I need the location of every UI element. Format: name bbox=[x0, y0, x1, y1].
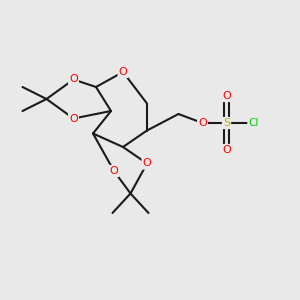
Text: Cl: Cl bbox=[248, 118, 259, 128]
Text: O: O bbox=[69, 74, 78, 85]
Text: O: O bbox=[222, 91, 231, 101]
Text: O: O bbox=[142, 158, 152, 169]
Text: O: O bbox=[198, 118, 207, 128]
Text: O: O bbox=[222, 145, 231, 155]
Text: O: O bbox=[110, 166, 118, 176]
Text: O: O bbox=[118, 67, 127, 77]
Text: S: S bbox=[223, 118, 230, 128]
Text: O: O bbox=[69, 113, 78, 124]
